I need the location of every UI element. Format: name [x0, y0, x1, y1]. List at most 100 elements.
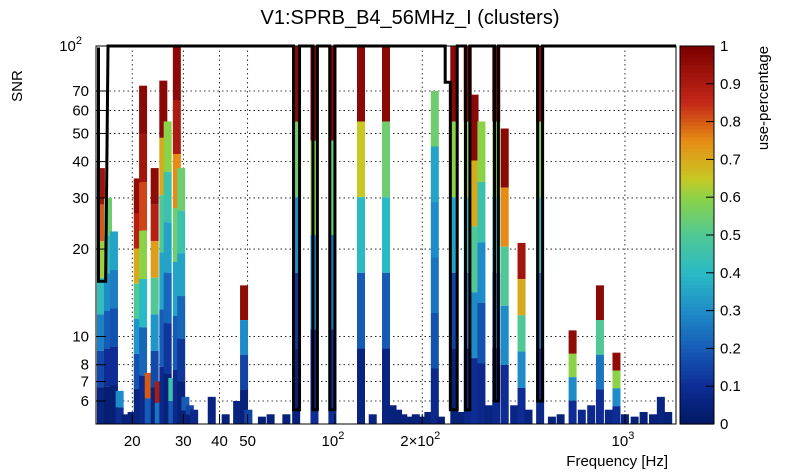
- y-tick-label-text: 6: [81, 393, 89, 410]
- heatmap-cell: [517, 387, 526, 424]
- heatmap-cell: [139, 85, 148, 135]
- y-tick-label-exponent: 2: [76, 35, 82, 47]
- cluster-outline: [96, 44, 676, 412]
- color-palette-band: [680, 193, 714, 198]
- color-palette-band: [680, 117, 714, 123]
- color-palette-band: [680, 291, 714, 297]
- y-tick-label-text: 40: [72, 154, 89, 171]
- heatmap-cell: [405, 416, 414, 424]
- color-palette-band: [680, 91, 714, 96]
- x-tick-label-text: 30: [175, 433, 192, 450]
- heatmap-cell: [463, 197, 472, 273]
- heatmap-cell: [282, 414, 291, 424]
- heatmap-cell: [382, 272, 390, 349]
- y-tick-label-text: 60: [72, 102, 89, 119]
- color-palette-band: [680, 231, 714, 236]
- heatmap-cell: [477, 242, 486, 303]
- heatmap-cell: [104, 310, 113, 349]
- heatmap-cell: [104, 197, 113, 236]
- heatmap-cell: [163, 121, 172, 172]
- heatmap-cell: [463, 348, 472, 424]
- color-palette-band: [680, 98, 714, 104]
- color-palette-band: [680, 333, 714, 338]
- heatmap-cell: [144, 372, 153, 399]
- heatmap-cell: [470, 358, 479, 424]
- color-palette-band: [680, 344, 714, 349]
- x-tick-label: 30: [175, 433, 192, 450]
- heatmap-cell: [357, 121, 366, 198]
- color-palette-band: [680, 359, 714, 365]
- color-palette-band: [680, 46, 714, 51]
- color-scale-label: use-percentage: [755, 46, 772, 150]
- heatmap-cell: [382, 46, 390, 122]
- heatmap-cell: [430, 257, 439, 314]
- color-palette: [680, 46, 714, 425]
- heatmap-cell: [150, 387, 159, 424]
- color-palette-band: [680, 159, 714, 164]
- heatmap-cell: [524, 409, 533, 424]
- heatmap-cell: [328, 235, 337, 330]
- color-palette-band: [680, 106, 714, 111]
- y-tick-label-text: 10: [72, 329, 89, 346]
- color-palette-band: [680, 408, 714, 414]
- color-palette-band: [680, 140, 714, 145]
- y-tick-label-text: 20: [72, 241, 89, 258]
- heatmap-cell: [492, 121, 501, 198]
- x-tick-label-exponent: 2: [434, 430, 440, 442]
- heatmap-cell: [382, 348, 390, 424]
- color-palette-band: [680, 321, 714, 327]
- color-palette-band: [680, 355, 714, 361]
- color-palette-band: [680, 314, 714, 319]
- heatmap-cell: [450, 348, 459, 424]
- heatmap-cell: [96, 350, 105, 388]
- heatmap-cell: [104, 273, 113, 311]
- heatmap-cell: [328, 140, 337, 235]
- heatmap-cell: [172, 316, 181, 370]
- heatmap-cell: [450, 46, 459, 122]
- heatmap-cell: [517, 315, 526, 352]
- heatmap-cell: [96, 387, 105, 424]
- heatmap-cell: [133, 283, 142, 319]
- heatmap-cell: [154, 381, 163, 403]
- color-palette-band: [680, 87, 714, 92]
- heatmap-cell: [168, 400, 177, 424]
- heatmap-cell: [150, 241, 159, 278]
- heatmap-cell: [159, 137, 168, 196]
- color-palette-band: [680, 68, 714, 74]
- color-palette-band: [680, 129, 714, 134]
- heatmap-cell: [150, 168, 159, 205]
- color-palette-band: [680, 386, 714, 391]
- plot-frame: [95, 45, 677, 425]
- heatmap-cell: [133, 178, 142, 214]
- heatmap-cell: [595, 354, 604, 390]
- y-tick-label-text: 30: [72, 190, 89, 207]
- color-palette-band: [680, 265, 714, 270]
- heatmap-cell: [172, 154, 181, 208]
- color-palette-band: [680, 178, 714, 183]
- heatmap-cell: [221, 414, 230, 424]
- heatmap-cell: [109, 231, 118, 270]
- color-palette-band: [680, 378, 714, 384]
- x-tick-label-text: 20: [124, 433, 141, 450]
- heatmap-cell: [150, 204, 159, 242]
- heatmap-cell: [163, 373, 172, 424]
- heatmap-cell: [604, 409, 613, 424]
- heatmap-cell: [177, 253, 186, 297]
- heatmap-cell: [612, 388, 621, 407]
- color-scale-tick-label: 0: [720, 416, 728, 433]
- heatmap-cell: [163, 171, 172, 223]
- heatmap-cell: [477, 181, 486, 243]
- heatmap-cell: [139, 182, 148, 231]
- heatmap-cell: [536, 46, 545, 122]
- heatmap-cell: [240, 320, 249, 355]
- heatmap-cell: [177, 381, 186, 424]
- heatmap-cell: [568, 353, 577, 378]
- heatmap-cell: [536, 197, 545, 273]
- color-palette-band: [680, 151, 714, 157]
- heatmap-cell: [104, 386, 113, 424]
- heatmap-cell: [430, 91, 439, 147]
- y-tick-label: 10: [72, 329, 89, 346]
- heatmap-cell: [463, 121, 472, 198]
- y-tick-label: 40: [72, 154, 89, 171]
